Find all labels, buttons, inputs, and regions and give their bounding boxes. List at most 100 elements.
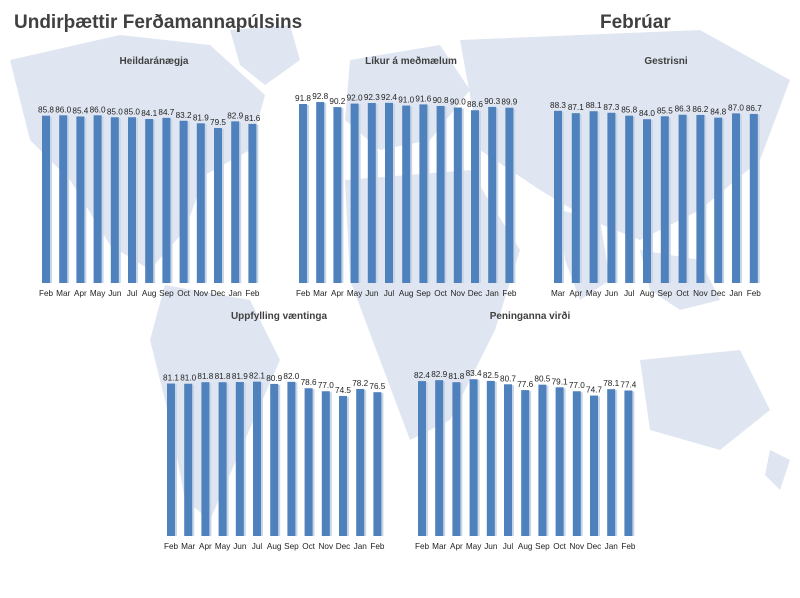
bar-shadow	[493, 381, 497, 536]
x-tick-label: Oct	[553, 542, 566, 551]
bar-shadow	[545, 385, 549, 536]
data-label: 74.5	[335, 386, 351, 395]
bar-shadow	[152, 120, 156, 283]
data-label: 92.8	[312, 92, 328, 101]
data-label: 84.1	[141, 109, 157, 118]
data-label: 85.5	[657, 106, 673, 115]
bar	[93, 115, 102, 283]
bar-shadow	[66, 116, 70, 283]
bar	[419, 104, 428, 283]
data-label: 87.3	[603, 103, 619, 112]
bar	[373, 392, 382, 536]
data-label: 79.1	[552, 377, 568, 386]
bar-shadow	[614, 113, 618, 283]
bar-shadow	[225, 383, 229, 536]
bar	[624, 390, 633, 536]
bar	[201, 382, 210, 536]
data-label: 84.0	[639, 109, 655, 118]
data-label: 90.8	[433, 96, 449, 105]
bar	[554, 110, 562, 283]
data-label: 91.0	[398, 96, 414, 105]
bar-shadow	[306, 104, 309, 283]
data-label: 85.0	[124, 107, 140, 116]
bar-shadow	[409, 106, 413, 283]
data-label: 74.7	[586, 386, 602, 395]
bar	[505, 107, 514, 283]
x-tick-label: Aug	[267, 542, 282, 551]
x-tick-label: Mar	[432, 542, 446, 551]
x-tick-label: Jan	[486, 289, 500, 298]
bar-shadow	[380, 393, 384, 536]
x-tick-label: Apr	[331, 289, 344, 298]
data-label: 90.3	[484, 97, 500, 106]
bar-shadow	[703, 115, 707, 283]
data-label: 83.4	[466, 369, 482, 378]
data-label: 86.2	[692, 105, 708, 114]
data-label: 82.1	[249, 372, 265, 381]
bar	[350, 103, 359, 283]
x-tick-label: Feb	[621, 542, 636, 551]
bar	[248, 123, 257, 283]
data-label: 81.8	[215, 372, 231, 381]
data-label: 82.4	[414, 371, 430, 380]
bar	[184, 383, 193, 536]
x-tick-label: Jul	[252, 542, 263, 551]
data-label: 90.0	[450, 98, 466, 107]
bar-chart: 82.4 Feb 82.9 Mar 81.8 Apr 83.4 May 82.5 Jun 80.7 J…	[414, 369, 637, 551]
x-tick-label: Aug	[399, 289, 414, 298]
x-tick-label: Oct	[434, 289, 447, 298]
bar	[333, 107, 342, 283]
bar-shadow	[511, 385, 514, 536]
x-tick-label: Nov	[570, 542, 585, 551]
bar-shadow	[374, 104, 378, 283]
bar-shadow	[685, 115, 689, 283]
bar-shadow	[650, 120, 653, 283]
chart-title: Peninganna virði	[489, 311, 571, 322]
bar	[572, 391, 581, 536]
bar	[469, 379, 478, 536]
bar	[452, 382, 461, 536]
bar	[287, 381, 296, 536]
x-tick-label: Mar	[551, 289, 565, 298]
bar-shadow	[186, 121, 190, 283]
bar-shadow	[460, 108, 464, 283]
bar	[714, 117, 723, 283]
bar-shadow	[117, 118, 121, 283]
x-tick-label: Feb	[39, 289, 54, 298]
data-label: 89.9	[501, 98, 517, 107]
data-label: 77.4	[620, 380, 636, 389]
bar	[59, 115, 68, 283]
bar-shadow	[721, 118, 725, 283]
bar-shadow	[561, 111, 564, 283]
chart-uppfylling-vaentinga: Uppfylling væntinga 81.1 Feb 81.0 Mar 81.8 Ap…	[163, 308, 395, 560]
bar	[643, 119, 651, 283]
bar-shadow	[596, 112, 600, 283]
data-label: 92.0	[347, 94, 363, 103]
bar-shadow	[426, 105, 430, 283]
data-label: 78.1	[603, 379, 619, 388]
data-label: 81.8	[197, 372, 213, 381]
chart-title: Uppfylling væntinga	[230, 311, 328, 322]
bar-shadow	[667, 117, 671, 284]
x-tick-label: Jan	[729, 289, 743, 298]
data-label: 77.0	[318, 381, 334, 390]
x-tick-label: Sep	[284, 542, 299, 551]
bar-shadow	[328, 392, 332, 536]
x-tick-label: Apr	[199, 542, 212, 551]
bar-shadow	[579, 392, 583, 536]
bar	[76, 116, 85, 283]
data-label: 83.2	[176, 111, 192, 120]
x-tick-label: Dec	[468, 289, 483, 298]
bar	[590, 395, 598, 536]
bar	[607, 112, 616, 283]
bar-shadow	[442, 381, 446, 536]
bar-shadow	[357, 104, 361, 283]
x-tick-label: Jun	[605, 289, 619, 298]
bar-chart: 85.8 Feb 86.0 Mar 85.4 Apr 86.0 May 85.0 Jun 85.0 J…	[38, 105, 261, 298]
x-tick-label: Jun	[233, 542, 247, 551]
data-label: 88.3	[550, 101, 566, 110]
bar-shadow	[363, 389, 367, 536]
bar	[732, 113, 740, 283]
bar-shadow	[191, 384, 195, 536]
bar-shadow	[512, 108, 516, 283]
